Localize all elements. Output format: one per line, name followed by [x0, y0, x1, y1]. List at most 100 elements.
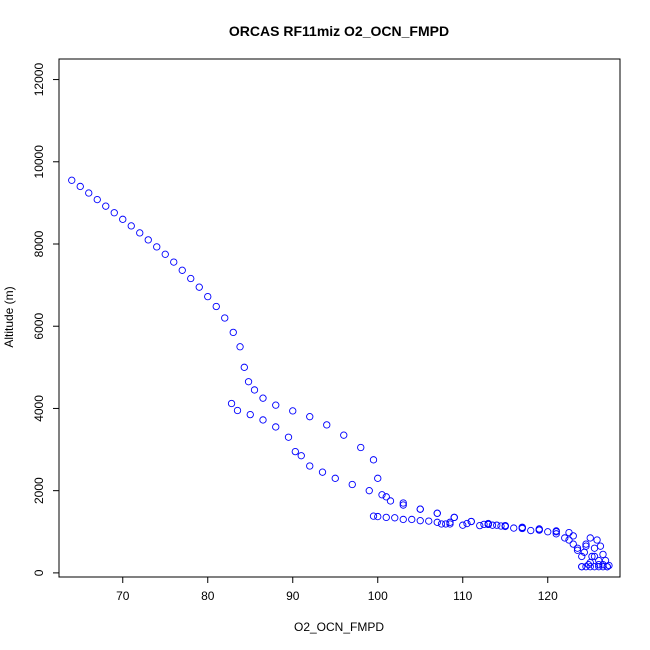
data-point [578, 552, 586, 561]
x-tick-label: 120 [538, 589, 558, 603]
data-point [599, 550, 607, 559]
data-point [569, 540, 577, 548]
y-axis-label: Altitude (m) [2, 286, 16, 347]
data-point [569, 532, 577, 540]
data-point [446, 518, 454, 526]
data-point [369, 512, 378, 520]
data-point [408, 515, 416, 524]
data-point [552, 527, 560, 535]
data-point [382, 513, 390, 522]
data-point [233, 406, 242, 415]
y-tick-label: 4000 [32, 395, 46, 422]
data-point [593, 536, 601, 544]
data-point [284, 433, 293, 441]
data-point [586, 534, 594, 542]
data-point [127, 222, 135, 230]
data-point [291, 447, 299, 456]
data-point [510, 524, 518, 532]
data-point [244, 378, 253, 386]
data-point [605, 561, 613, 570]
data-point [459, 521, 467, 529]
data-point [582, 563, 590, 571]
x-tick-label: 100 [368, 589, 388, 603]
data-point [331, 474, 339, 482]
x-tick-label: 110 [453, 589, 472, 603]
data-point [221, 314, 229, 322]
data-point [365, 487, 373, 495]
data-point [578, 563, 586, 571]
data-point [144, 236, 152, 244]
chart-title: ORCAS RF11miz O2_OCN_FMPD [229, 23, 449, 39]
data-point [110, 209, 118, 217]
y-tick-label: 8000 [32, 230, 46, 257]
data-point [590, 544, 599, 552]
data-point [501, 522, 509, 530]
data-point [584, 561, 593, 569]
data-point [153, 243, 161, 251]
x-tick-label: 70 [116, 589, 130, 603]
data-point [586, 563, 594, 571]
y-tick-label: 2000 [32, 477, 46, 504]
data-point [374, 474, 382, 482]
data-point [467, 517, 475, 526]
data-point [433, 518, 441, 526]
y-tick-label: 6000 [32, 313, 46, 340]
data-point [102, 202, 110, 210]
data-point [433, 509, 441, 517]
data-point [588, 552, 596, 561]
data-point [136, 229, 144, 237]
data-point [85, 189, 93, 197]
data-point [178, 266, 186, 274]
data-point [204, 292, 212, 301]
data-point [535, 525, 543, 533]
data-point [240, 363, 248, 371]
data-point [386, 497, 395, 505]
data-point [236, 343, 244, 351]
data-point [161, 250, 169, 258]
data-point [259, 394, 267, 402]
y-tick-label: 0 [32, 569, 46, 576]
data-point [442, 520, 450, 528]
data-point [76, 182, 84, 191]
data-point [493, 521, 501, 529]
data-point [246, 410, 254, 419]
data-point [369, 456, 378, 464]
data-point [596, 542, 605, 550]
data-point [378, 491, 386, 499]
data-point [195, 283, 203, 291]
data-point [170, 258, 178, 266]
data-point [289, 407, 297, 415]
data-point [391, 514, 399, 522]
data-point [357, 443, 365, 452]
data-point [480, 520, 488, 529]
data-point [590, 552, 599, 561]
data-point [416, 517, 424, 525]
x-tick-label: 80 [201, 589, 215, 603]
data-point [565, 528, 573, 537]
x-tick-label: 90 [286, 589, 300, 603]
data-point [399, 499, 407, 507]
y-tick-label: 12000 [32, 63, 46, 97]
data-point [595, 561, 603, 569]
y-axis: 0 2000 4000 6000 8000 10000 12000 [32, 63, 60, 576]
data-point [382, 493, 390, 501]
data-point [527, 526, 535, 535]
data-point [552, 530, 560, 538]
data-point [227, 399, 236, 408]
data-point [340, 431, 348, 439]
data-point [573, 544, 582, 552]
data-point [93, 195, 101, 204]
data-point [573, 546, 582, 554]
data-point [582, 540, 590, 548]
data-point [488, 521, 497, 529]
data-point [437, 520, 446, 528]
data-point [323, 421, 331, 429]
data-point [399, 515, 407, 524]
data-point [450, 513, 458, 522]
data-point [374, 512, 382, 521]
data-point [497, 522, 505, 530]
data-point [463, 519, 471, 528]
data-point [518, 523, 526, 531]
data-points [68, 176, 613, 571]
